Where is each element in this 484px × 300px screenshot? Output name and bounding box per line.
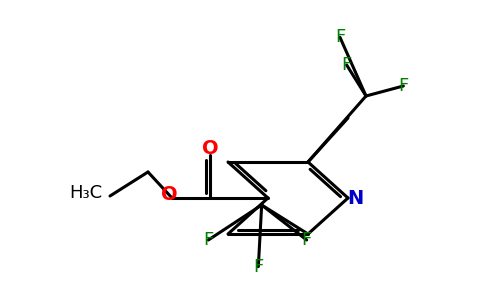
Text: O: O [202, 140, 218, 158]
Text: F: F [253, 258, 263, 276]
Text: F: F [342, 56, 352, 74]
Text: F: F [203, 231, 213, 249]
Text: O: O [161, 185, 177, 205]
Text: N: N [347, 188, 363, 208]
Text: F: F [398, 77, 408, 95]
Text: F: F [302, 231, 312, 249]
Text: H₃C: H₃C [69, 184, 102, 202]
Text: F: F [335, 28, 345, 46]
